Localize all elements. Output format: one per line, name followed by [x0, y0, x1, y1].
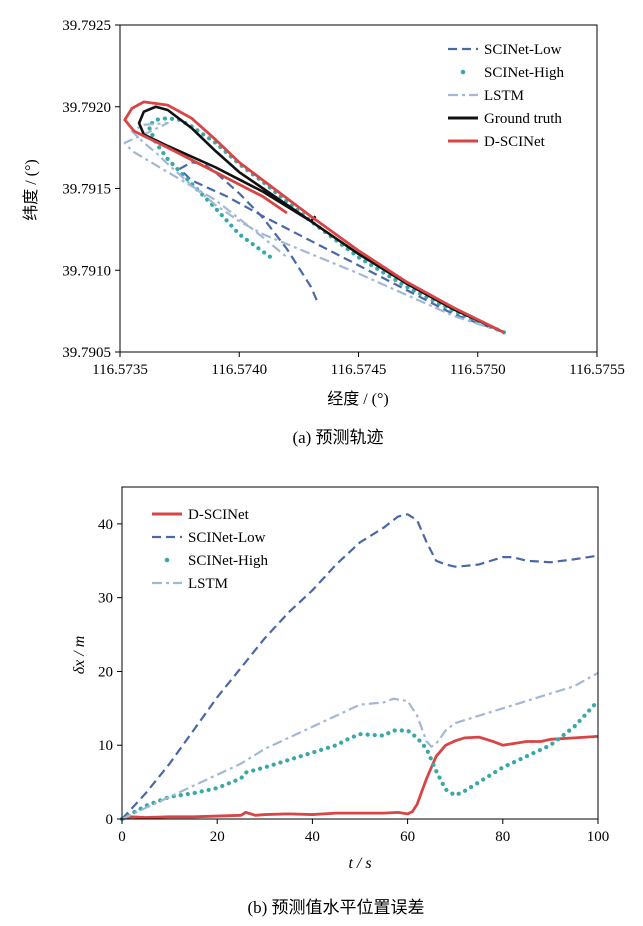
- chart-b-legend-item-scinet-high-swatch: [164, 557, 170, 563]
- chart-b-series-d-scinet: [121, 734, 599, 821]
- chart-b-legend-item-scinet-high-label: SCINet-High: [188, 553, 268, 569]
- chart-a-x-tick-label: 116.5735: [92, 362, 148, 378]
- chart-a-y-tick-label: 39.7925: [62, 18, 111, 34]
- chart-b-legend-item-d-scinet-label: D-SCINet: [188, 507, 250, 523]
- chart-b-y-tick-label: 0: [106, 812, 114, 828]
- chart-a-x-tick-label: 116.5745: [331, 362, 387, 378]
- chart-b-caption: (b) 预测值水平位置误差: [247, 898, 424, 917]
- chart-b-y-axis-label: δx / m: [71, 636, 88, 675]
- chart-a-legend-item-scinet-low-label: SCINet-Low: [484, 42, 562, 58]
- chart-a-legend-item-scinet-high: SCINet-High: [460, 65, 564, 81]
- chart-a-legend-item-scinet-low: SCINet-Low: [448, 42, 562, 58]
- chart-b-legend: D-SCINet SCINet-Low SCINet-High LSTM: [152, 507, 268, 592]
- chart-a-caption: (a) 预测轨迹: [292, 428, 383, 447]
- chart-b-x-tick-label: 20: [210, 829, 225, 845]
- chart-b-x-tick-label: 0: [118, 829, 126, 845]
- chart-a-x-tick-label: 116.5750: [450, 362, 506, 378]
- chart-b-x-tick-label: 40: [305, 829, 320, 845]
- chart-b-legend-item-scinet-high: SCINet-High: [164, 553, 268, 569]
- chart-b-y-tick-label: 40: [98, 517, 113, 533]
- chart-a-series-d-scinet: [123, 100, 505, 334]
- chart-b-x-tick-label: 60: [400, 829, 415, 845]
- chart-a-trajectory: 116.5735 116.5740 116.5745 116.5750 116.5755…: [22, 18, 625, 447]
- chart-a-legend-item-d-scinet: D-SCINet: [448, 134, 546, 150]
- chart-a-legend-item-lstm: LSTM: [448, 88, 524, 104]
- chart-a-x-axis-label: 经度 / (°): [327, 390, 389, 408]
- chart-a-legend-item-scinet-high-swatch: [460, 69, 466, 75]
- chart-b-y-tick-label: 20: [98, 664, 113, 680]
- chart-b-series-lstm: [121, 671, 599, 820]
- chart-b-plot-area: [121, 486, 599, 820]
- chart-a-legend: SCINet-Low SCINet-High LSTM Ground truth D-S…: [448, 42, 564, 150]
- chart-b-y-tick-label: 30: [98, 591, 113, 607]
- chart-a-legend-item-ground-truth: Ground truth: [448, 111, 562, 127]
- chart-a-y-tick-label: 39.7920: [62, 100, 111, 116]
- chart-b-x-tick-label: 100: [587, 829, 610, 845]
- chart-b-ticks: 0 20 40 60 80 100 0 10 20 30 40: [98, 517, 609, 845]
- chart-b-error: 0 20 40 60 80 100 0 10 20 30 40 t / s δx / m D-SCI…: [71, 486, 609, 917]
- chart-b-legend-item-scinet-low: SCINet-Low: [152, 530, 266, 546]
- chart-a-legend-item-lstm-label: LSTM: [484, 88, 524, 104]
- chart-b-legend-item-lstm: LSTM: [152, 576, 228, 592]
- chart-b-series-scinet-high: [119, 698, 601, 822]
- chart-b-x-tick-label: 80: [495, 829, 510, 845]
- chart-a-y-tick-label: 39.7910: [62, 263, 111, 279]
- chart-b-legend-item-scinet-low-label: SCINet-Low: [188, 530, 266, 546]
- chart-b-legend-item-d-scinet: D-SCINet: [152, 507, 250, 523]
- chart-a-legend-item-scinet-high-label: SCINet-High: [484, 65, 564, 81]
- chart-a-series: [123, 100, 507, 335]
- chart-a-y-axis-label: 纬度 / (°): [22, 159, 40, 221]
- chart-a-legend-item-d-scinet-label: D-SCINet: [484, 134, 546, 150]
- chart-a-y-tick-label: 39.7915: [62, 182, 111, 198]
- chart-a-series-ground-truth: [137, 105, 505, 334]
- chart-b-x-axis-label: t / s: [348, 855, 371, 872]
- chart-a-x-tick-label: 116.5755: [569, 362, 625, 378]
- chart-b-series-scinet-low: [121, 513, 599, 820]
- chart-a-series-scinet-high: [146, 116, 507, 335]
- chart-a-series-lstm: [123, 121, 505, 334]
- chart-a-legend-item-ground-truth-label: Ground truth: [484, 111, 562, 127]
- chart-b-series: [119, 513, 601, 822]
- chart-b-y-tick-label: 10: [98, 738, 113, 754]
- chart-a-y-tick-label: 39.7905: [62, 345, 111, 361]
- chart-b-legend-item-lstm-label: LSTM: [188, 576, 228, 592]
- chart-a-series-scinet-low: [178, 161, 505, 334]
- chart-a-x-tick-label: 116.5740: [211, 362, 267, 378]
- chart-a-ticks: 116.5735 116.5740 116.5745 116.5750 116.5755…: [62, 18, 625, 378]
